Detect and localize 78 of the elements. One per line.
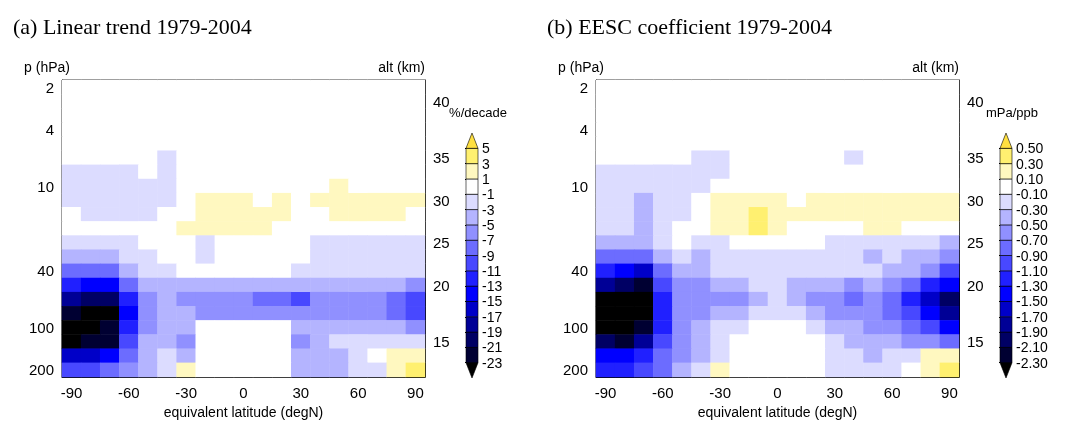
- x-tick-label: 0: [239, 384, 248, 401]
- x-tick-label: -60: [118, 384, 140, 401]
- color-bar-label: -1.70: [1015, 308, 1048, 325]
- color-bar-label: -11: [482, 262, 502, 279]
- x-axis-title: equivalent latitude (degN): [163, 404, 324, 420]
- color-bar-label: -1: [482, 186, 495, 203]
- y-tick-label: 100: [28, 319, 54, 336]
- color-bar-label: 0.50: [1015, 140, 1043, 157]
- y2-tick-label: 40: [966, 92, 984, 110]
- color-bar-label: 5: [482, 140, 490, 157]
- y-axis-title: p (hPa): [24, 59, 70, 75]
- color-bar-label: -0.30: [1015, 201, 1048, 218]
- x-tick-label: -90: [594, 384, 616, 401]
- y2-axis-title: alt (km): [378, 59, 425, 75]
- y2-tick-label: 20: [966, 276, 984, 294]
- y2-tick-label: 40: [433, 92, 450, 110]
- color-bar-label: -0.50: [1015, 216, 1048, 233]
- y2-tick-label: 35: [433, 149, 450, 167]
- y2-tick-label: 35: [966, 149, 984, 167]
- x-tick-label: 60: [349, 384, 367, 401]
- y-tick-label: 2: [45, 78, 54, 96]
- x-tick-label: 30: [292, 384, 310, 401]
- x-tick-label: 90: [940, 384, 958, 401]
- x-tick-label: 60: [883, 384, 900, 401]
- y2-tick-label: 25: [433, 234, 450, 252]
- x-tick-label: -30: [175, 384, 198, 401]
- y2-tick-label: 25: [966, 234, 984, 252]
- color-bar-label: -1.90: [1015, 324, 1048, 341]
- color-bar-label: -7: [482, 232, 495, 249]
- y-axis-title: p (hPa): [557, 59, 604, 75]
- color-bar-label: -2.10: [1015, 339, 1048, 356]
- color-bar-label: -0.90: [1015, 247, 1048, 264]
- chart-title: (a) Linear trend 1979-2004: [13, 13, 252, 39]
- y2-axis-title: alt (km): [911, 59, 959, 75]
- color-bar-label: -9: [482, 247, 495, 264]
- y-tick-label: 10: [37, 177, 54, 195]
- y-tick-label: 200: [562, 361, 588, 379]
- y2-tick-label: 15: [966, 333, 984, 351]
- color-bar-label: -13: [482, 278, 503, 295]
- chart-title: (b) EESC coefficient 1979-2004: [546, 13, 832, 39]
- x-tick-label: 30: [825, 384, 843, 401]
- y-tick-label: 10: [570, 177, 588, 195]
- color-bar-label: -0.70: [1015, 232, 1048, 249]
- y-tick-label: 200: [28, 361, 54, 379]
- color-bar-label: -1.30: [1015, 278, 1048, 295]
- x-tick-label: 90: [407, 384, 424, 401]
- color-bar-label: -17: [482, 308, 503, 325]
- color-bar-label: -1.10: [1015, 262, 1048, 279]
- y-tick-label: 4: [45, 121, 54, 138]
- color-bar-label: 0.30: [1015, 155, 1043, 172]
- color-bar-label: -21: [482, 339, 503, 356]
- color-bar-title: mPa/ppb: [985, 105, 1038, 120]
- y2-tick-label: 30: [966, 191, 984, 209]
- x-tick-label: 0: [772, 384, 782, 401]
- x-axis-title: equivalent latitude (degN): [697, 404, 857, 420]
- color-bar-label: -19: [482, 324, 503, 341]
- y-tick-label: 4: [579, 121, 588, 138]
- color-bar-label: 3: [482, 155, 490, 172]
- y-tick-label: 100: [562, 319, 588, 336]
- color-bar-label: -23: [482, 354, 503, 371]
- x-tick-label: -30: [708, 384, 731, 401]
- color-bar-title: %/decade: [449, 105, 507, 120]
- y2-tick-label: 20: [433, 276, 450, 294]
- y-tick-label: 40: [37, 262, 54, 280]
- x-tick-label: -90: [60, 384, 83, 401]
- y-tick-label: 40: [570, 262, 588, 280]
- color-bar-label: 0.10: [1015, 170, 1043, 187]
- color-bar-label: -3: [482, 201, 495, 218]
- y-tick-label: 2: [579, 78, 588, 96]
- color-bar-label: -0.10: [1015, 186, 1048, 203]
- y2-tick-label: 15: [433, 333, 450, 351]
- color-bar-label: -1.50: [1015, 293, 1048, 310]
- y2-tick-label: 30: [433, 191, 450, 209]
- color-bar-label: -15: [482, 293, 503, 310]
- color-bar-label: -5: [482, 216, 495, 233]
- color-bar-label: -2.30: [1015, 354, 1048, 371]
- x-tick-label: -60: [651, 384, 674, 401]
- color-bar-label: 1: [482, 170, 490, 187]
